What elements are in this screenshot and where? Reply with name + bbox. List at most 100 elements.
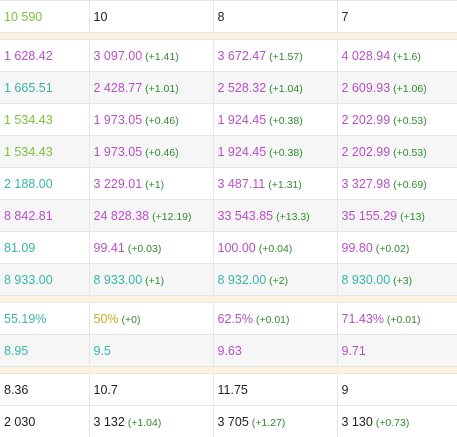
table-cell: 8.95 bbox=[0, 335, 89, 367]
cell-value: 10 bbox=[94, 10, 108, 24]
table-cell: 2 030 bbox=[0, 406, 89, 437]
cell-delta: (+0.04) bbox=[259, 243, 293, 255]
cell-delta: (+13) bbox=[400, 211, 425, 223]
table-cell: 3 705(+1.27) bbox=[213, 406, 337, 437]
cell-value: 8 933.00 bbox=[94, 273, 143, 287]
table-cell: 3 132(+1.04) bbox=[89, 406, 213, 437]
cell-value: 1 628.42 bbox=[4, 49, 53, 63]
cell-delta: (+0.69) bbox=[393, 179, 427, 191]
table-cell: 1 628.42 bbox=[0, 40, 89, 72]
cell-value: 8 930.00 bbox=[342, 273, 391, 287]
table-cell: 50%(+0) bbox=[89, 303, 213, 335]
cell-value: 3 130 bbox=[342, 415, 373, 429]
table-cell: 1 973.05(+0.46) bbox=[89, 136, 213, 168]
cell-value: 3 705 bbox=[218, 415, 249, 429]
cell-value: 2 428.77 bbox=[94, 81, 143, 95]
cell-delta: (+1.27) bbox=[252, 417, 286, 429]
table-cell: 9.63 bbox=[213, 335, 337, 367]
cell-delta: (+0.46) bbox=[145, 147, 179, 159]
table-cell: 99.80(+0.02) bbox=[337, 232, 457, 264]
table-cell: 9.5 bbox=[89, 335, 213, 367]
cell-delta: (+1.31) bbox=[268, 179, 302, 191]
cell-delta: (+1.01) bbox=[145, 83, 179, 95]
cell-delta: (+0.46) bbox=[145, 115, 179, 127]
table-cell: 2 428.77(+1.01) bbox=[89, 72, 213, 104]
table-row: 1 628.42 3 097.00(+1.41)3 672.47(+1.57)4 … bbox=[0, 40, 457, 72]
table-cell: 8 933.00(+1) bbox=[89, 264, 213, 296]
cell-value: 8 842.81 bbox=[4, 209, 53, 223]
table-cell: 33 543.85(+13.3) bbox=[213, 200, 337, 232]
cell-delta: (+2) bbox=[269, 275, 288, 287]
cell-value: 1 534.43 bbox=[4, 145, 53, 159]
cell-value: 1 973.05 bbox=[94, 145, 143, 159]
table-cell: 1 534.43 bbox=[0, 136, 89, 168]
table-cell: 3 672.47(+1.57) bbox=[213, 40, 337, 72]
table-cell: 3 487.11(+1.31) bbox=[213, 168, 337, 200]
cell-value: 2 609.93 bbox=[342, 81, 391, 95]
table-cell: 99.41(+0.03) bbox=[89, 232, 213, 264]
cell-value: 3 672.47 bbox=[218, 49, 267, 63]
table-cell: 8 842.81 bbox=[0, 200, 89, 232]
section-separator bbox=[0, 367, 457, 374]
cell-value: 35 155.29 bbox=[342, 209, 398, 223]
table-row: 55.19%50%(+0)62.5%(+0.01) 71.43% (+0.01) bbox=[0, 303, 457, 335]
cell-value: 11.75 bbox=[218, 383, 248, 397]
section-separator-cell bbox=[0, 33, 457, 40]
table-cell: 35 155.29(+13) bbox=[337, 200, 457, 232]
cell-value: 10.7 bbox=[94, 383, 118, 397]
cell-value: 8.36 bbox=[4, 383, 28, 397]
table-cell: 1 924.45(+0.38) bbox=[213, 136, 337, 168]
section-separator bbox=[0, 296, 457, 303]
cell-value: 62.5% bbox=[218, 312, 253, 326]
table-cell: 2 188.00 bbox=[0, 168, 89, 200]
cell-value: 3 132 bbox=[94, 415, 125, 429]
table-cell: 8 932.00(+2) bbox=[213, 264, 337, 296]
cell-value: 1 665.51 bbox=[4, 81, 53, 95]
cell-value: 71.43% bbox=[342, 312, 384, 326]
section-separator-cell bbox=[0, 296, 457, 303]
table-cell: 3 097.00(+1.41) bbox=[89, 40, 213, 72]
table-cell: 4 028.94(+1.6) bbox=[337, 40, 457, 72]
cell-delta: (+0.53) bbox=[393, 115, 427, 127]
cell-delta: (+0.53) bbox=[393, 147, 427, 159]
cell-delta: (+0) bbox=[122, 314, 141, 326]
cell-delta: (+0.02) bbox=[376, 243, 410, 255]
cell-value: 100.00 bbox=[218, 241, 256, 255]
cell-value: 1 534.43 bbox=[4, 113, 53, 127]
cell-delta: (+1.41) bbox=[145, 51, 179, 63]
table-cell: 10 bbox=[89, 1, 213, 33]
cell-delta: (+0.38) bbox=[269, 147, 303, 159]
section-separator-cell bbox=[0, 367, 457, 374]
table-cell: 62.5%(+0.01) bbox=[213, 303, 337, 335]
table-cell: 3 130(+0.73) bbox=[337, 406, 457, 437]
cell-value: 3 487.11 bbox=[218, 177, 266, 191]
cell-delta: (+0.03) bbox=[128, 243, 162, 255]
cell-value: 8 933.00 bbox=[4, 273, 53, 287]
table-cell: 9 bbox=[337, 374, 457, 406]
cell-value: 3 229.01 bbox=[94, 177, 143, 191]
cell-value: 2 202.99 bbox=[342, 145, 391, 159]
table-cell: 55.19% bbox=[0, 303, 89, 335]
cell-value: 9.63 bbox=[218, 344, 242, 358]
cell-delta: (+0.01) bbox=[256, 314, 290, 326]
cell-value: 8 932.00 bbox=[218, 273, 267, 287]
table-cell: 1 924.45(+0.38) bbox=[213, 104, 337, 136]
table-row: 8.36 10.7 11.75 9 bbox=[0, 374, 457, 406]
cell-value: 9 bbox=[342, 383, 349, 397]
cell-value: 1 924.45 bbox=[218, 145, 267, 159]
cell-value: 8 bbox=[218, 10, 225, 24]
table-cell: 2 202.99(+0.53) bbox=[337, 136, 457, 168]
cell-value: 81.09 bbox=[4, 241, 35, 255]
section-separator bbox=[0, 33, 457, 40]
table-cell: 1 534.43 bbox=[0, 104, 89, 136]
table-cell: 100.00(+0.04) bbox=[213, 232, 337, 264]
cell-value: 1 924.45 bbox=[218, 113, 267, 127]
